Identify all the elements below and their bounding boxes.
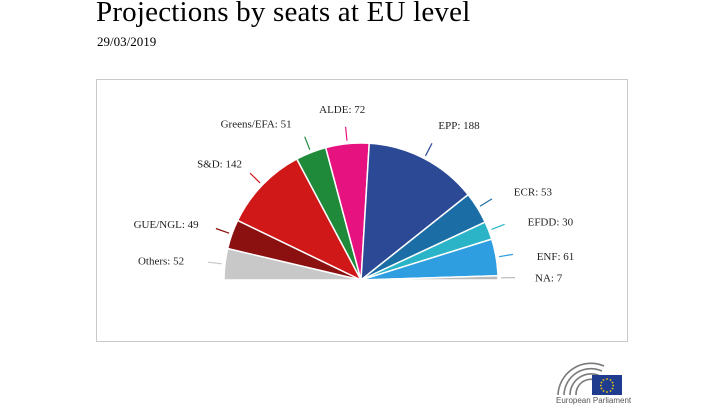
label-alde: ALDE: 72: [319, 104, 365, 116]
hemicycle-chart: Others: 52 GUE/NGL: 49 S&D: 142 Greens/EFA:…: [134, 104, 575, 285]
eu-flag-icon: [592, 375, 622, 395]
leader-line-s-d: [249, 172, 261, 184]
label-greens-efa: Greens/EFA: 51: [221, 119, 292, 131]
label-na: NA: 7: [535, 272, 563, 284]
leader-line-greens-efa: [304, 136, 311, 150]
slice-na: [360, 274, 499, 281]
logo-hemicycle-icon: [557, 362, 605, 396]
label-epp: EPP: 188: [438, 120, 480, 132]
slice-s-d: [236, 157, 363, 282]
label-enf: ENF: 61: [537, 251, 575, 263]
leader-line-alde: [345, 126, 348, 141]
date-label: 29/03/2019: [97, 34, 157, 49]
logo-caption: European Parliament: [556, 396, 632, 405]
leader-line-efdd: [491, 223, 505, 230]
label-ecr: ECR: 53: [514, 187, 553, 199]
leader-line-epp: [424, 143, 433, 157]
label-efdd: EFDD: 30: [528, 216, 574, 228]
label-others: Others: 52: [138, 256, 184, 268]
slice-epp: [360, 142, 470, 282]
leader-line-ecr: [479, 198, 493, 207]
label-s-d: S&D: 142: [197, 159, 242, 171]
leader-line-gue-ngl: [215, 227, 230, 234]
leader-line-enf: [498, 253, 513, 258]
chart-frame: Others: 52 GUE/NGL: 49 S&D: 142 Greens/EFA:…: [96, 79, 628, 342]
leader-line-others: [207, 261, 222, 265]
page-title: Projections by seats at EU level: [96, 0, 471, 28]
label-gue-ngl: GUE/NGL: 49: [134, 219, 200, 231]
european-parliament-logo: [557, 362, 622, 396]
